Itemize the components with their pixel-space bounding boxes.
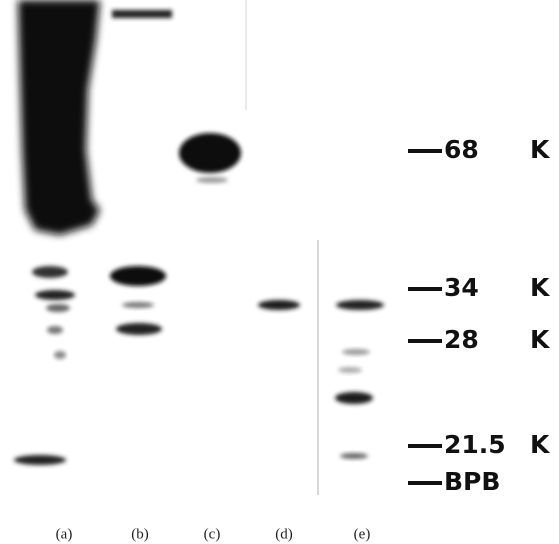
lane-label: (c) <box>204 526 221 542</box>
marker-unit: K <box>530 135 551 164</box>
marker-label: 21.5 <box>444 430 506 459</box>
lane-label: (e) <box>354 526 371 542</box>
marker-label: 34 <box>444 273 479 302</box>
lane-label: (b) <box>131 526 149 542</box>
marker-unit: K <box>530 430 551 459</box>
marker-label: 28 <box>444 325 479 354</box>
lane-label: (d) <box>275 526 293 542</box>
lane-label: (a) <box>56 526 73 542</box>
lane-labels: (a) (b) (c) (d) (e) <box>56 526 371 542</box>
marker-label: 68 <box>444 135 479 164</box>
gel <box>14 0 384 495</box>
marker-unit: K <box>530 273 551 302</box>
marker-dashes <box>408 149 442 485</box>
marker-unit: K <box>530 325 551 354</box>
marker-label: BPB <box>444 467 500 496</box>
marker-labels: 68 K 34 K 28 K 21.5 K BPB <box>444 135 551 496</box>
